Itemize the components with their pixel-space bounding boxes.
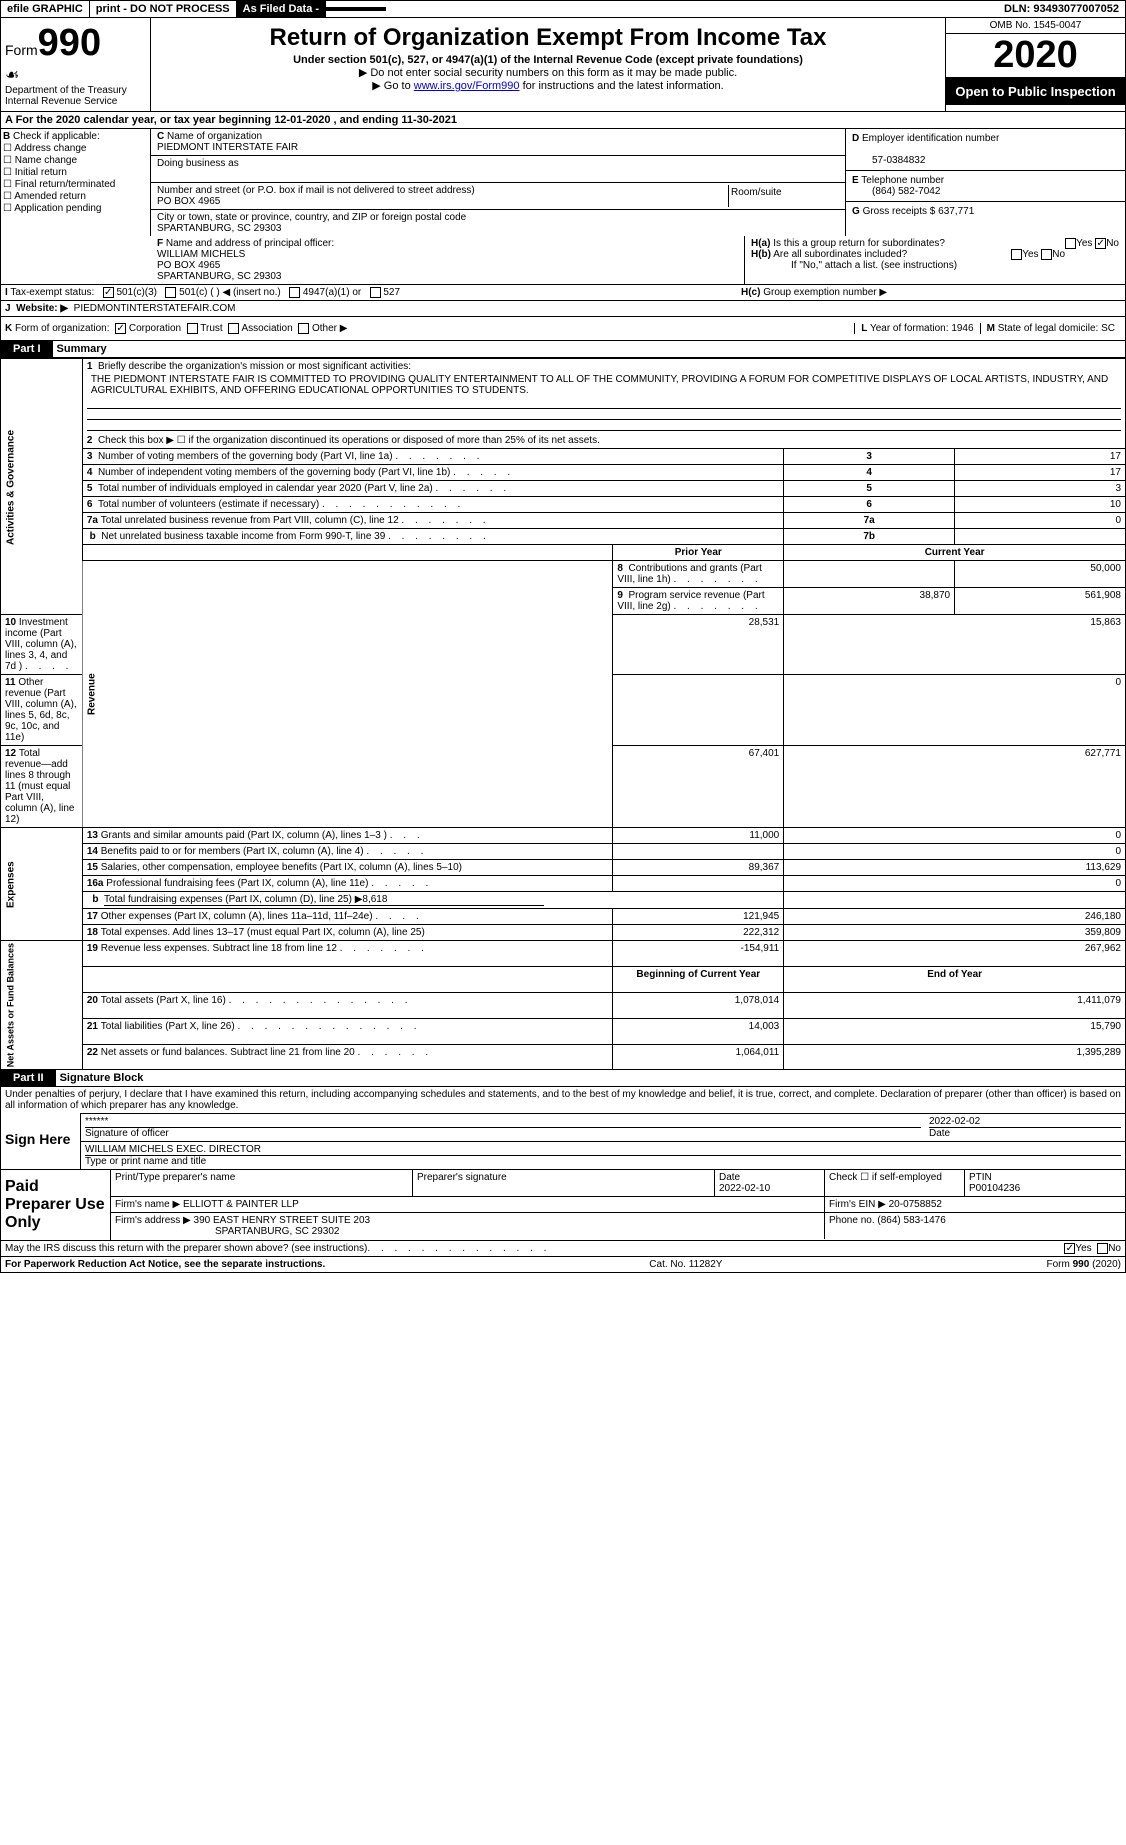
- sig-date: 2022-02-02: [929, 1116, 980, 1127]
- signature-stars: ******: [85, 1116, 108, 1127]
- row-k: K Form of organization: ✓ Corporation Tr…: [0, 317, 1126, 341]
- dln: DLN: 93493077007052: [998, 1, 1125, 17]
- dept-label: Department of the Treasury: [5, 85, 146, 96]
- self-employed-chk[interactable]: Check ☐ if self-employed: [825, 1170, 965, 1197]
- row-a: A For the 2020 calendar year, or tax yea…: [0, 112, 1126, 129]
- pra-notice: For Paperwork Reduction Act Notice, see …: [5, 1259, 325, 1270]
- form-header: Form990 ☙ Department of the Treasury Int…: [0, 18, 1126, 112]
- chk-amended[interactable]: ☐ Amended return: [3, 191, 148, 202]
- subtitle-3: ▶ Go to www.irs.gov/Form990 for instruct…: [155, 79, 941, 92]
- topbar: efile GRAPHIC print - DO NOT PROCESS As …: [0, 0, 1126, 18]
- omb-number: OMB No. 1545-0047: [946, 18, 1125, 34]
- section-fh: F Name and address of principal officer:…: [0, 236, 1126, 285]
- dba-label: Doing business as: [157, 158, 239, 169]
- city-state-zip: SPARTANBURG, SC 29303: [157, 223, 282, 234]
- officer-addr2: SPARTANBURG, SC 29303: [157, 271, 282, 282]
- chk-address[interactable]: ☐ Address change: [3, 143, 148, 154]
- vtab-expenses: Expenses: [1, 828, 83, 941]
- part2-header: Part IISignature Block: [0, 1070, 1126, 1087]
- perjury-declaration: Under penalties of perjury, I declare th…: [1, 1087, 1125, 1113]
- vtab-revenue: Revenue: [82, 561, 613, 828]
- form-word: Form: [5, 42, 38, 58]
- street-address: PO BOX 4965: [157, 196, 220, 207]
- row-j: J Website: ▶ PIEDMONTINTERSTATEFAIR.COM: [0, 301, 1126, 317]
- asfiled-value: [326, 7, 386, 11]
- gross-receipts: 637,771: [938, 206, 974, 217]
- subtitle-2: ▶ Do not enter social security numbers o…: [155, 66, 941, 79]
- cat-number: Cat. No. 11282Y: [325, 1259, 1046, 1270]
- prep-name-hdr: Print/Type preparer's name: [111, 1170, 413, 1197]
- firm-phone: (864) 583-1476: [877, 1215, 945, 1226]
- summary-table: Activities & Governance 1 Briefly descri…: [0, 358, 1126, 1070]
- may-discuss-row: May the IRS discuss this return with the…: [0, 1241, 1126, 1257]
- officer-name: WILLIAM MICHELS: [157, 249, 245, 260]
- chk-name[interactable]: ☐ Name change: [3, 155, 148, 166]
- header-grid: B Check if applicable: ☐ Address change …: [0, 129, 1126, 236]
- tax-year: 2020: [946, 34, 1125, 78]
- vtab-netassets: Net Assets or Fund Balances: [1, 941, 83, 1070]
- mission-statement: THE PIEDMONT INTERSTATE FAIR IS COMMITTE…: [87, 372, 1121, 398]
- website: PIEDMONTINTERSTATEFAIR.COM: [74, 303, 236, 314]
- prep-date: 2022-02-10: [719, 1183, 770, 1194]
- firm-addr: 390 EAST HENRY STREET SUITE 203: [194, 1215, 371, 1226]
- prep-sig-hdr: Preparer's signature: [413, 1170, 715, 1197]
- year-block: OMB No. 1545-0047 2020 Open to Public In…: [945, 18, 1125, 111]
- section-c: C Name of organization PIEDMONT INTERSTA…: [151, 129, 845, 236]
- irs-label: Internal Revenue Service: [5, 96, 146, 107]
- room-suite: Room/suite: [729, 185, 839, 207]
- row-i: I Tax-exempt status: ✓ 501(c)(3) 501(c) …: [0, 285, 1126, 301]
- year-formation: 1946: [951, 323, 973, 334]
- chk-pending[interactable]: ☐ Application pending: [3, 203, 148, 214]
- ptin: P00104236: [969, 1183, 1020, 1194]
- firm-ein: 20-0758852: [889, 1199, 942, 1210]
- irs-link[interactable]: www.irs.gov/Form990: [414, 80, 520, 92]
- part1-header: Part ISummary: [0, 341, 1126, 358]
- open-inspection: Open to Public Inspection: [946, 78, 1125, 105]
- section-b: B Check if applicable: ☐ Address change …: [1, 129, 151, 236]
- officer-name-title: WILLIAM MICHELS EXEC. DIRECTOR: [85, 1144, 261, 1155]
- firm-name: ELLIOTT & PAINTER LLP: [183, 1199, 299, 1210]
- efile-label: efile GRAPHIC: [1, 1, 90, 17]
- title-block: Return of Organization Exempt From Incom…: [151, 18, 945, 111]
- telephone: (864) 582-7042: [872, 186, 940, 197]
- sign-here-label: Sign Here: [1, 1113, 81, 1169]
- form-number: 990: [38, 22, 101, 64]
- footer: For Paperwork Reduction Act Notice, see …: [0, 1257, 1126, 1273]
- org-name: PIEDMONT INTERSTATE FAIR: [157, 142, 298, 153]
- officer-addr1: PO BOX 4965: [157, 260, 220, 271]
- subtitle-1: Under section 501(c), 527, or 4947(a)(1)…: [155, 54, 941, 66]
- chk-initial[interactable]: ☐ Initial return: [3, 167, 148, 178]
- chk-final[interactable]: ☐ Final return/terminated: [3, 179, 148, 190]
- form-footer: Form 990 (2020): [1047, 1259, 1121, 1270]
- ein: 57-0384832: [872, 155, 925, 166]
- form-title: Return of Organization Exempt From Incom…: [155, 24, 941, 52]
- form-id-block: Form990 ☙ Department of the Treasury Int…: [1, 18, 151, 111]
- state-domicile: SC: [1101, 323, 1115, 334]
- signature-block: Under penalties of perjury, I declare th…: [0, 1087, 1126, 1241]
- vtab-governance: Activities & Governance: [1, 359, 83, 615]
- print-label: print - DO NOT PROCESS: [90, 1, 237, 17]
- paid-preparer-label: Paid Preparer Use Only: [1, 1170, 111, 1240]
- asfiled-label: As Filed Data -: [237, 1, 326, 17]
- section-d: D Employer identification number 57-0384…: [845, 129, 1125, 236]
